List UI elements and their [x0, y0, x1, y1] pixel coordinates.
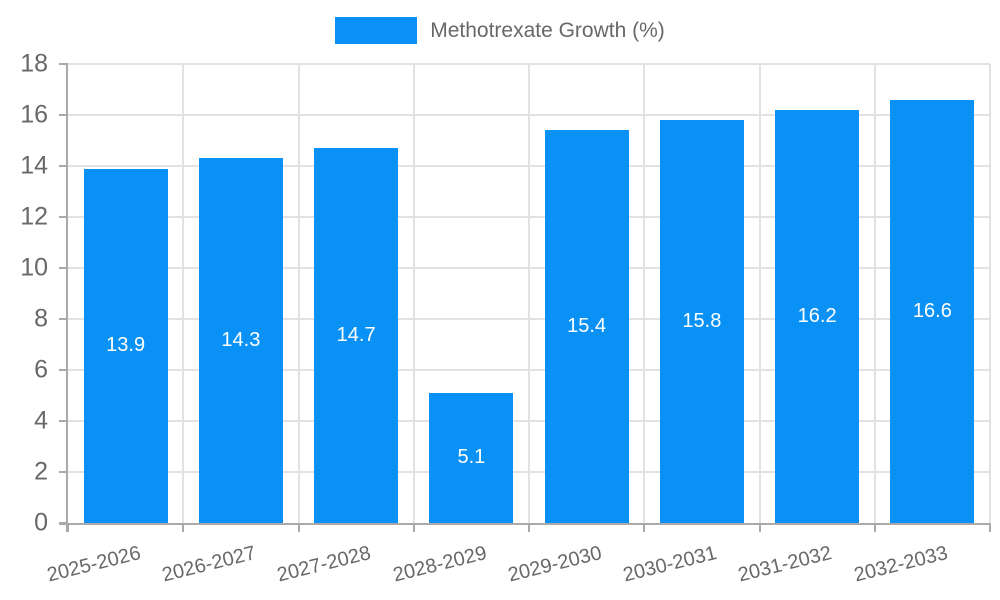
x-tick	[528, 523, 530, 532]
y-axis-tick-label: 14	[20, 151, 48, 180]
y-axis-tick-label: 18	[20, 49, 48, 78]
legend-swatch	[335, 17, 418, 44]
y-tick	[59, 267, 68, 269]
x-tick	[989, 523, 991, 532]
x-tick	[758, 523, 761, 532]
bar: 5.1	[429, 392, 514, 523]
y-axis-tick-label: 16	[20, 100, 48, 129]
x-gridline	[528, 64, 530, 523]
plot-area: 13.9 14.3 14.7 5.1 15.4 15.8 16.2 16.6	[68, 63, 991, 523]
bar-value-label: 5.1	[457, 446, 486, 469]
y-tick	[59, 114, 68, 116]
bar-value-label: 14.3	[221, 329, 261, 352]
y-tick	[59, 318, 68, 320]
bar: 16.6	[890, 99, 975, 523]
bar: 16.2	[775, 109, 859, 523]
bar: 13.9	[83, 168, 168, 523]
y-tick	[59, 63, 68, 65]
bar-value-label: 13.9	[106, 334, 146, 357]
x-gridline	[182, 64, 185, 523]
x-axis-tick-label: 2025-2026	[44, 542, 143, 587]
x-axis-line	[59, 523, 990, 525]
bar-value-label: 15.4	[567, 315, 607, 338]
bar: 14.7	[314, 148, 398, 523]
x-tick	[412, 523, 415, 532]
x-axis-tick-label: 2030-2031	[621, 542, 720, 587]
y-axis-tick-label: 12	[20, 202, 48, 231]
bar-value-label: 16.2	[797, 304, 837, 327]
x-gridline	[758, 64, 761, 523]
x-gridline	[297, 64, 300, 523]
y-tick	[59, 471, 68, 473]
x-axis-tick-label: 2029-2030	[505, 542, 604, 587]
y-axis-tick-label: 6	[34, 355, 48, 384]
y-tick	[59, 216, 68, 218]
x-gridline	[412, 64, 415, 523]
x-tick	[182, 523, 185, 532]
y-tick	[59, 369, 68, 371]
x-axis-tick-label: 2026-2027	[160, 542, 259, 587]
x-axis-tick-label: 2032-2033	[851, 542, 950, 587]
x-tick	[643, 523, 646, 532]
x-tick	[873, 523, 876, 532]
y-axis-tick-label: 2	[34, 457, 48, 486]
y-axis-line	[66, 64, 68, 532]
bar: 15.4	[544, 130, 629, 523]
y-axis-tick-label: 4	[34, 406, 48, 435]
y-axis-tick-label: 10	[20, 253, 48, 282]
x-gridline	[643, 64, 646, 523]
x-axis-tick-label: 2031-2032	[736, 542, 835, 587]
bar-value-label: 16.6	[912, 299, 952, 322]
legend-label: Methotrexate Growth (%)	[430, 19, 665, 42]
x-axis-tick-label: 2028-2029	[390, 542, 489, 587]
y-axis-tick-label: 0	[34, 508, 48, 537]
bar-value-label: 15.8	[682, 310, 722, 333]
bar-value-label: 14.7	[336, 324, 376, 347]
x-axis-tick-label: 2027-2028	[275, 542, 374, 587]
legend[interactable]: Methotrexate Growth (%)	[0, 17, 1000, 44]
y-axis-tick-label: 8	[34, 304, 48, 333]
x-gridline	[873, 64, 876, 523]
x-tick	[297, 523, 300, 532]
y-tick	[59, 420, 68, 422]
bar: 15.8	[659, 120, 744, 523]
bar: 14.3	[198, 158, 283, 523]
y-tick	[59, 165, 68, 167]
x-gridline	[989, 64, 991, 523]
x-tick	[67, 523, 69, 532]
